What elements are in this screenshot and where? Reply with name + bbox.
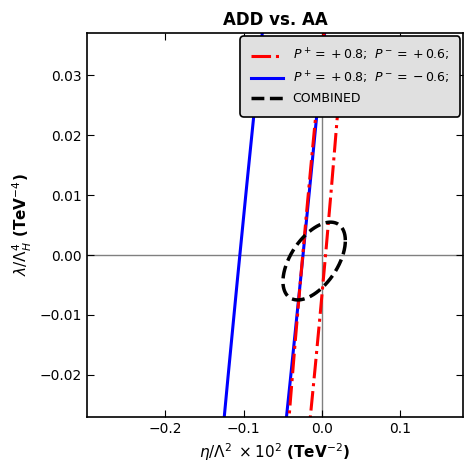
Title: ADD vs. AA: ADD vs. AA bbox=[223, 11, 328, 29]
X-axis label: $\eta/\Lambda^2 \;\times 10^2$ (TeV$^{-2}$): $\eta/\Lambda^2 \;\times 10^2$ (TeV$^{-2… bbox=[200, 441, 351, 463]
Legend: $P^+ = +0.8$;  $P^- = +0.6$;, $P^+ = +0.8$;  $P^- = - 0.6$;, COMBINED: $P^+ = +0.8$; $P^- = +0.6$;, $P^+ = +0.8… bbox=[244, 40, 456, 113]
Y-axis label: $\lambda/\Lambda_H^4$ (TeV$^{-4}$): $\lambda/\Lambda_H^4$ (TeV$^{-4}$) bbox=[11, 174, 34, 276]
